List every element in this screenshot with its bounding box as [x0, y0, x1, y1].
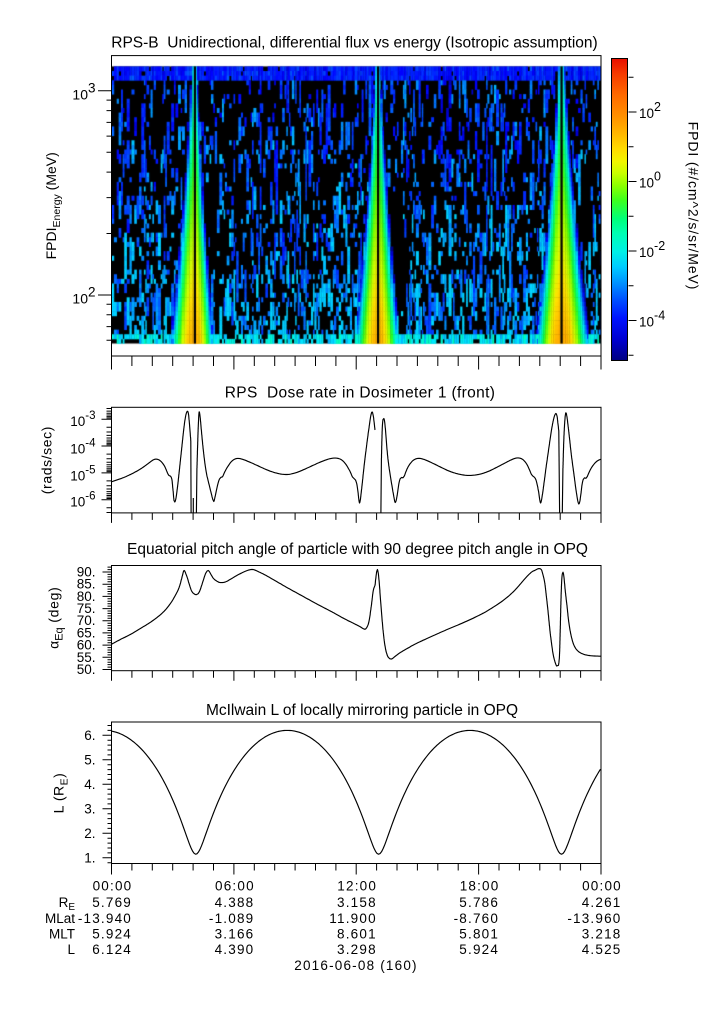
svg-text:4.525: 4.525 — [582, 942, 622, 957]
svg-text:12:00: 12:00 — [337, 879, 377, 894]
svg-text:5.769: 5.769 — [92, 895, 132, 910]
svg-text:75.: 75. — [77, 601, 96, 616]
svg-text:McIlwain L of locally mirrorin: McIlwain L of locally mirroring particle… — [206, 702, 518, 719]
svg-text:85.: 85. — [77, 577, 96, 592]
svg-text:10-5: 10-5 — [70, 465, 95, 484]
svg-text:L: L — [67, 942, 75, 957]
svg-text:RPS Dose rate in Dosimeter 1: RPS Dose rate in Dosimeter 1 (front) — [225, 385, 496, 402]
svg-text:10-3: 10-3 — [70, 410, 95, 429]
svg-text:4.261: 4.261 — [582, 895, 622, 910]
svg-text:90.: 90. — [77, 565, 96, 580]
svg-text:10-4: 10-4 — [639, 309, 665, 330]
svg-text:L (RE): L (RE) — [51, 773, 71, 814]
svg-text:06:00: 06:00 — [215, 879, 255, 894]
svg-text:2.: 2. — [84, 826, 95, 841]
svg-text:4.390: 4.390 — [215, 942, 255, 957]
svg-text:4.388: 4.388 — [215, 895, 255, 910]
svg-text:-1.089: -1.089 — [209, 911, 254, 926]
svg-text:5.801: 5.801 — [459, 927, 499, 942]
svg-text:60.: 60. — [77, 638, 96, 653]
svg-text:-8.760: -8.760 — [454, 911, 499, 926]
svg-text:00:00: 00:00 — [93, 879, 133, 894]
svg-text:6.124: 6.124 — [92, 942, 132, 957]
svg-text:5.786: 5.786 — [459, 895, 499, 910]
svg-text:1.: 1. — [84, 850, 95, 865]
svg-text:100: 100 — [639, 170, 661, 191]
svg-text:FPDI (#/cm^2/s/sr/MeV): FPDI (#/cm^2/s/sr/MeV) — [686, 122, 702, 291]
svg-text:5.924: 5.924 — [92, 927, 132, 942]
svg-text:10-2: 10-2 — [639, 239, 665, 260]
svg-text:(rads/sec): (rads/sec) — [39, 426, 55, 494]
svg-text:103: 103 — [72, 80, 95, 102]
svg-text:5.: 5. — [84, 752, 95, 767]
svg-text:00:00: 00:00 — [582, 879, 622, 894]
svg-text:3.218: 3.218 — [582, 927, 622, 942]
svg-text:FPDIEnergy (MeV): FPDIEnergy (MeV) — [43, 152, 63, 259]
svg-text:3.298: 3.298 — [337, 942, 377, 957]
svg-text:10-6: 10-6 — [70, 491, 95, 510]
svg-text:11.900: 11.900 — [329, 911, 377, 926]
svg-text:80.: 80. — [77, 589, 96, 604]
svg-text:-13.940: -13.940 — [78, 911, 132, 926]
svg-text:αEq (deg): αEq (deg) — [46, 587, 66, 649]
svg-text:10-4: 10-4 — [70, 438, 96, 457]
svg-text:6.: 6. — [84, 728, 95, 743]
svg-text:102: 102 — [72, 285, 95, 307]
svg-text:50.: 50. — [77, 662, 96, 677]
svg-text:4.: 4. — [84, 777, 95, 792]
svg-text:70.: 70. — [77, 613, 96, 628]
svg-text:3.166: 3.166 — [215, 927, 255, 942]
svg-text:-13.960: -13.960 — [567, 911, 621, 926]
svg-text:8.601: 8.601 — [337, 927, 377, 942]
svg-text:Equatorial pitch angle of part: Equatorial pitch angle of particle with … — [127, 541, 588, 558]
svg-text:5.924: 5.924 — [459, 942, 499, 957]
svg-text:MLat: MLat — [45, 911, 75, 926]
svg-text:2016-06-08 (160): 2016-06-08 (160) — [294, 958, 418, 973]
svg-text:102: 102 — [639, 100, 661, 121]
svg-text:55.: 55. — [77, 650, 96, 665]
svg-text:MLT: MLT — [49, 927, 75, 942]
svg-text:3.: 3. — [84, 801, 95, 816]
svg-text:RPS-B Unidirectional, differe: RPS-B Unidirectional, differential flux … — [111, 35, 597, 52]
svg-text:65.: 65. — [77, 625, 96, 640]
svg-text:18:00: 18:00 — [460, 879, 500, 894]
svg-text:3.158: 3.158 — [337, 895, 377, 910]
